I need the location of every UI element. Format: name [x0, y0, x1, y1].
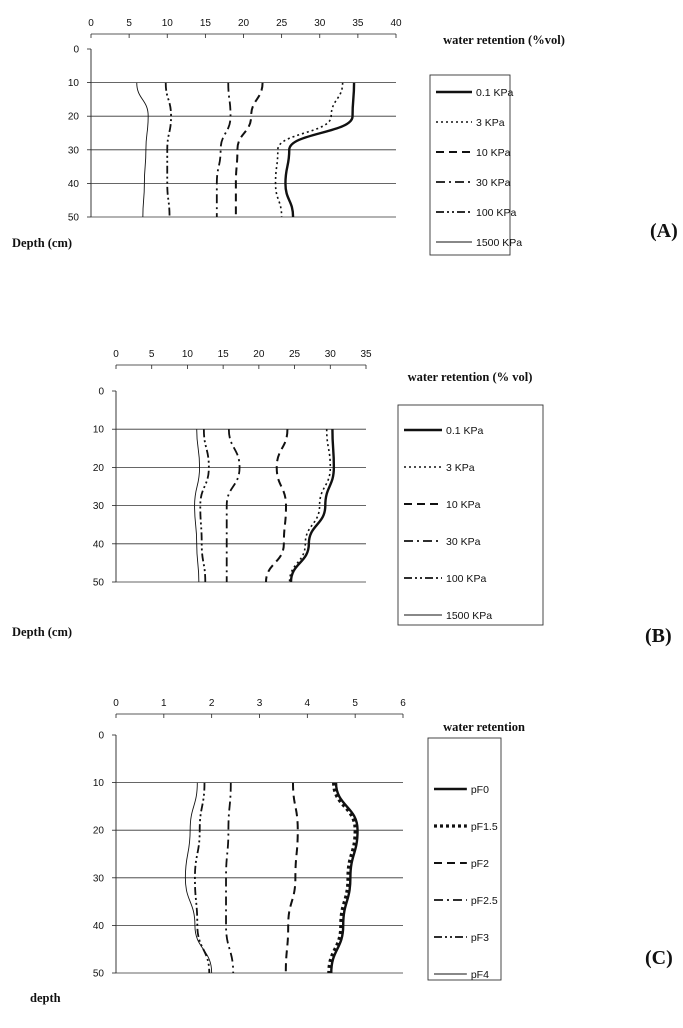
panel-b: 0 5 10 15 20 25 30 35 0 10 20 30 40 50 water retention…: [12, 349, 672, 647]
y-tick-label: 10: [93, 778, 105, 789]
series-line: [265, 429, 289, 583]
x-tick-label: 0: [113, 349, 119, 360]
legend-label: 30 KPa: [446, 536, 481, 548]
legend-label: pF0: [471, 784, 489, 796]
series-line: [234, 82, 264, 217]
y-tick-label: 0: [98, 731, 104, 742]
x-tick-label: 0: [88, 18, 94, 29]
x-tick-label: 1: [161, 698, 167, 709]
y-tick-label: 40: [68, 179, 80, 190]
legend-label: 3 KPa: [476, 117, 505, 129]
y-tick-label: 30: [93, 501, 105, 512]
x-tick-label: 30: [325, 349, 337, 360]
panel-a: 0 5 10 15 20 25 30 35 40 0 10 20 30 40 50 water retenti…: [12, 18, 678, 256]
y-tick-label: 10: [68, 78, 80, 89]
legend-label: 30 KPa: [476, 177, 511, 189]
x-tick-label: 0: [113, 698, 119, 709]
y-tick-label: 50: [93, 578, 105, 589]
legend-label: 10 KPa: [476, 147, 511, 159]
series-line: [199, 429, 210, 583]
panel-label: (C): [645, 947, 673, 969]
x-tick-label: 15: [218, 349, 230, 360]
legend-label: 0.1 KPa: [476, 87, 514, 99]
legend-label: 1500 KPa: [446, 610, 492, 622]
y-axis-title: Depth (cm): [12, 625, 72, 639]
x-tick-label: 25: [289, 349, 301, 360]
series-line: [194, 429, 201, 583]
legend-label: 1500 KPa: [476, 237, 522, 249]
series-line: [284, 782, 299, 974]
series-line: [164, 82, 172, 218]
x-axis-title: water retention (%vol): [443, 33, 565, 47]
y-axis-title: depth: [30, 991, 61, 1005]
series-line: [289, 429, 336, 583]
legend-box: [427, 737, 502, 981]
panel-label: (A): [650, 220, 678, 242]
legend-label: pF3: [471, 932, 489, 944]
x-tick-label: 3: [257, 698, 263, 709]
legend-label: 10 KPa: [446, 499, 481, 511]
legend-label: pF1.5: [471, 821, 498, 833]
y-tick-label: 20: [93, 463, 105, 474]
legend-label: pF4: [471, 969, 489, 981]
series-line: [288, 429, 332, 583]
y-tick-label: 20: [68, 112, 80, 123]
series-line: [284, 82, 356, 218]
panel-c: 0 1 2 3 4 5 6 0 10 20 30 40 50 water retention depth (C…: [30, 698, 673, 1005]
legend-box: [429, 74, 511, 256]
legend-label: 3 KPa: [446, 462, 475, 474]
x-tick-label: 40: [390, 18, 402, 29]
x-tick-label: 6: [400, 698, 406, 709]
x-tick-label: 20: [238, 18, 250, 29]
y-tick-label: 50: [68, 213, 80, 224]
x-axis-title: water retention: [443, 720, 525, 734]
x-tick-label: 15: [200, 18, 212, 29]
x-tick-label: 20: [253, 349, 265, 360]
y-tick-label: 0: [73, 45, 79, 56]
x-tick-label: 4: [305, 698, 311, 709]
y-tick-label: 50: [93, 969, 105, 980]
y-tick-label: 20: [93, 826, 105, 837]
legend-label: 100 KPa: [446, 573, 486, 585]
x-axis-title: water retention (% vol): [408, 370, 533, 384]
legend-label: pF2: [471, 858, 489, 870]
x-tick-label: 5: [149, 349, 155, 360]
series-line: [225, 782, 235, 974]
x-tick-label: 25: [276, 18, 288, 29]
y-tick-label: 40: [93, 921, 105, 932]
x-tick-label: 35: [352, 18, 364, 29]
series-line: [136, 82, 149, 218]
legend-label: pF2.5: [471, 895, 498, 907]
x-tick-label: 5: [126, 18, 132, 29]
series-line: [274, 82, 344, 218]
x-tick-label: 10: [162, 18, 174, 29]
series-line: [184, 782, 213, 974]
x-tick-label: 5: [352, 698, 358, 709]
y-tick-label: 30: [68, 145, 80, 156]
series-line: [330, 782, 359, 974]
x-tick-label: 10: [182, 349, 194, 360]
panel-label: (B): [645, 625, 672, 647]
legend-label: 100 KPa: [476, 207, 516, 219]
series-line: [215, 82, 232, 217]
y-tick-label: 0: [98, 387, 104, 398]
y-tick-label: 40: [93, 539, 105, 550]
legend-label: 0.1 KPa: [446, 425, 484, 437]
x-tick-label: 30: [314, 18, 326, 29]
series-line: [225, 429, 241, 582]
series-line: [194, 782, 211, 974]
y-axis-title: Depth (cm): [12, 236, 72, 250]
x-tick-label: 2: [209, 698, 215, 709]
y-tick-label: 30: [93, 873, 105, 884]
legend-box: [397, 404, 544, 626]
x-tick-label: 35: [360, 349, 372, 360]
y-tick-label: 10: [93, 425, 105, 436]
